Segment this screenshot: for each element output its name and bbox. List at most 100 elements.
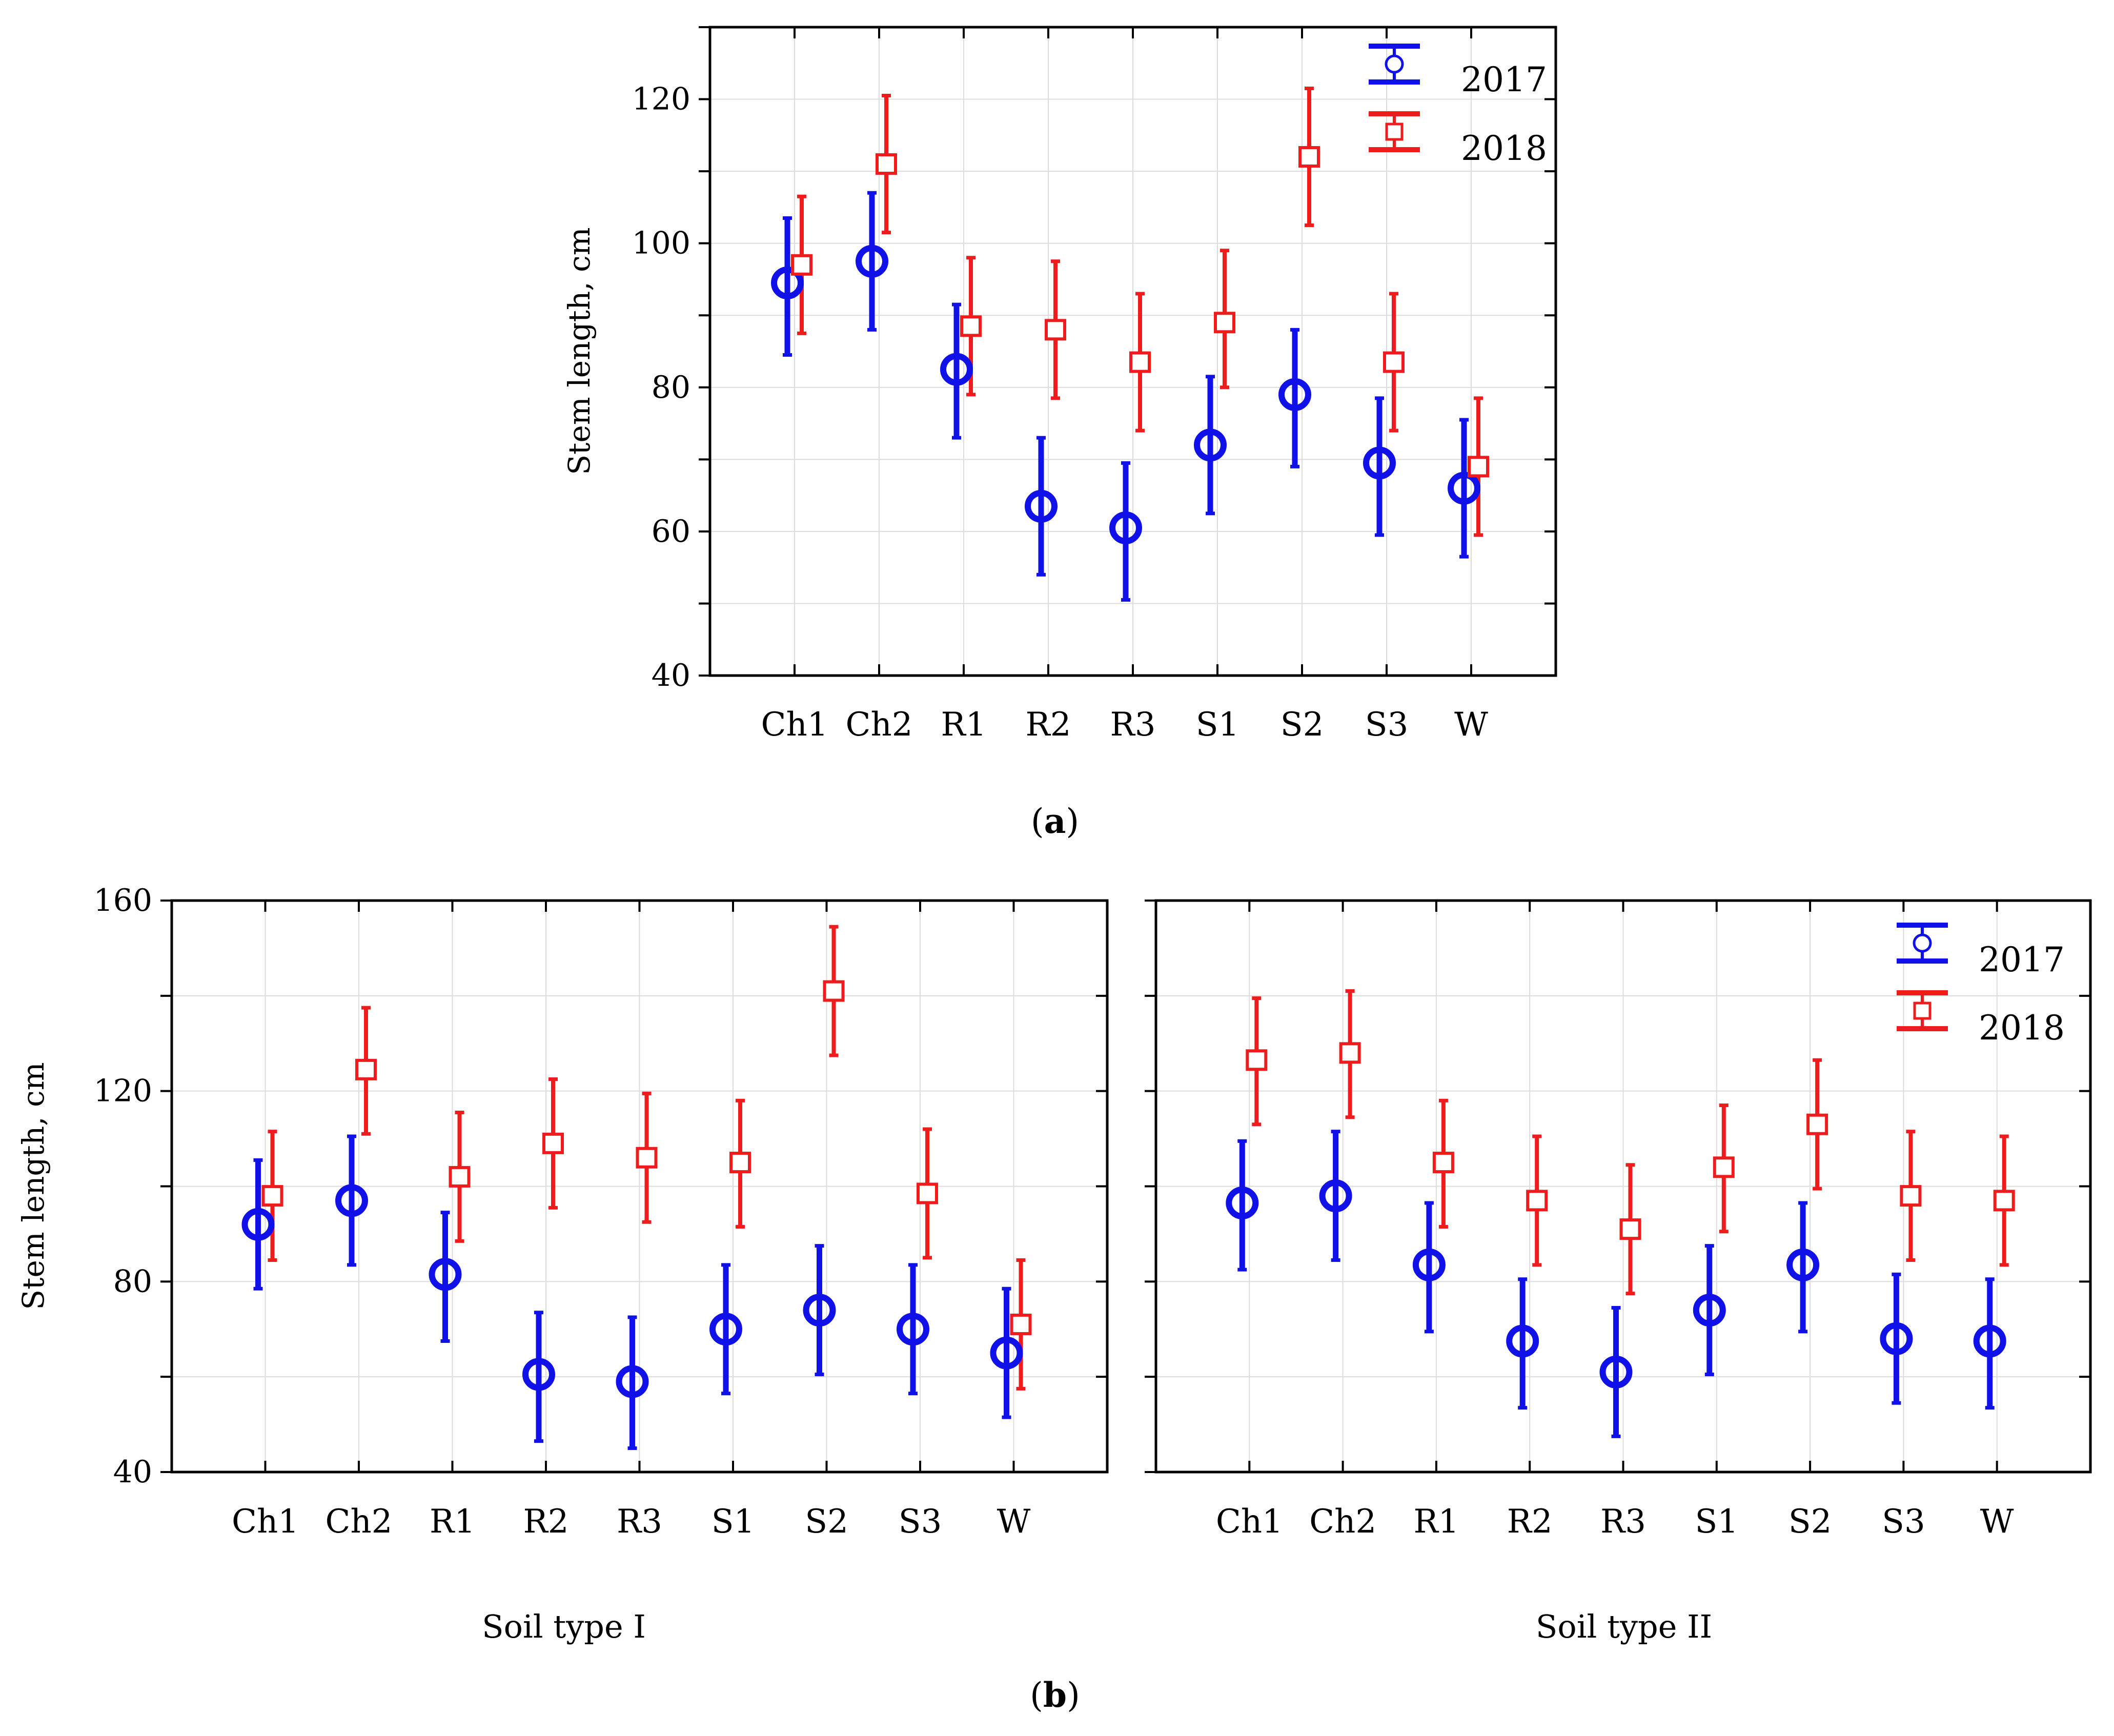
a-ytick-label: 40	[652, 658, 690, 693]
b-left-xtick-label-w: W	[997, 1503, 1031, 1541]
legend-2017-circle-marker	[1385, 54, 1404, 74]
b-right-xtick-label-w: W	[1980, 1503, 2014, 1541]
b-right-xtick-label-r3: R3	[1600, 1503, 1646, 1541]
panel-b-caption-letter: b	[1043, 1675, 1067, 1715]
b-left-xtick-label-s2: S2	[805, 1503, 848, 1541]
b-left-2018-point-r3	[636, 1147, 658, 1169]
b-right-2017-point-s2	[1786, 1248, 1820, 1281]
b-right-2018-point-r1	[1432, 1152, 1454, 1174]
b-left-2018-point-s1	[729, 1152, 751, 1174]
panel-b-left-chart: 40 80 120 160 Ch1 Ch2 R1 R2 R3 S1 S2 S3 W Stem lengt…	[16, 883, 1109, 1645]
legend-b-2017-circle-marker	[1913, 933, 1932, 953]
b-right-xtick-label-ch1: Ch1	[1216, 1503, 1283, 1541]
a-ytick-label: 60	[652, 514, 690, 549]
b-right-2017-point-ch1	[1226, 1187, 1259, 1220]
panel-b-legend: 2017 2018	[1897, 923, 2065, 1048]
panel-a-chart: 40 60 80 100 120 Ch1 Ch2 R1 R2 R3 S1 S2 S3 W Stem len…	[562, 26, 1557, 841]
b-right-2017-point-r3	[1599, 1355, 1633, 1388]
a-xtick-label-s3: S3	[1365, 706, 1409, 744]
a-2018-point-s2	[1298, 146, 1320, 168]
a-2017-point-w	[1448, 472, 1480, 505]
b-left-xtick-label-ch2: Ch2	[326, 1503, 393, 1541]
a-xtick-label-s1: S1	[1196, 706, 1239, 744]
panel-a-frame	[708, 26, 1557, 677]
panel-a-caption-letter: a	[1044, 801, 1066, 841]
a-xtick-label-r3: R3	[1110, 706, 1156, 744]
b-right-2018-point-r2	[1526, 1190, 1548, 1212]
a-2017-point-r1	[940, 353, 973, 386]
a-ytick-label: 80	[652, 370, 690, 405]
b-left-2017-point-r2	[522, 1358, 555, 1391]
b-right-2017-point-r1	[1412, 1248, 1446, 1281]
a-2017-point-s2	[1278, 378, 1311, 411]
a-ytick-label: 100	[632, 226, 690, 261]
panel-b-right-x-axis-label: Soil type II	[1536, 1608, 1712, 1645]
b-left-2017-point-w	[990, 1336, 1023, 1370]
b-left-2017-point-r3	[616, 1365, 649, 1398]
panel-b-right-chart: Ch1 Ch2 R1 R2 R3 S1 S2 S3 W 2017 2018 Soil type …	[1145, 899, 2092, 1645]
b-right-2018-point-r3	[1619, 1218, 1641, 1240]
b-right-2017-point-s3	[1880, 1322, 1913, 1355]
b-right-2017-point-w	[1973, 1324, 2006, 1358]
a-2018-point-ch1	[791, 254, 812, 276]
b-left-2017-point-s1	[709, 1313, 742, 1346]
a-2018-point-ch2	[876, 153, 897, 175]
a-xtick-label-r1: R1	[941, 706, 987, 744]
legend-2017-label: 2017	[1461, 60, 1547, 99]
a-xtick-label-ch2: Ch2	[846, 706, 913, 744]
a-xtick-label-r2: R2	[1026, 706, 1071, 744]
a-xtick-label-s2: S2	[1280, 706, 1324, 744]
a-2018-point-r1	[960, 315, 982, 337]
b-left-2018-point-s3	[917, 1182, 938, 1204]
panel-b-right-frame	[1154, 899, 2092, 1474]
b-left-xtick-label-r2: R2	[523, 1503, 569, 1541]
a-2017-point-r2	[1025, 489, 1058, 523]
a-2018-point-w	[1468, 456, 1489, 478]
b-left-2018-point-ch1	[261, 1185, 283, 1207]
b-right-2017-point-ch2	[1319, 1179, 1352, 1213]
b-left-2017-point-ch1	[241, 1208, 275, 1241]
b-left-ytick-label: 80	[113, 1263, 152, 1299]
b-right-2018-point-w	[1993, 1190, 2015, 1212]
b-left-ytick-label: 120	[93, 1073, 152, 1109]
b-left-2017-point-s3	[897, 1313, 929, 1346]
b-left-2018-point-ch2	[355, 1058, 377, 1080]
b-left-2018-point-s2	[823, 980, 845, 1002]
b-right-2017-point-s1	[1693, 1294, 1726, 1327]
b-right-xtick-label-r1: R1	[1413, 1503, 1459, 1541]
b-left-xtick-label-s1: S1	[712, 1503, 755, 1541]
b-right-xtick-label-ch2: Ch2	[1309, 1503, 1376, 1541]
b-right-2018-point-ch2	[1339, 1042, 1361, 1064]
b-left-2018-point-w	[1010, 1313, 1032, 1335]
b-left-ytick-label: 160	[93, 883, 152, 918]
b-left-xtick-label-s3: S3	[899, 1503, 942, 1541]
b-left-xtick-label-ch1: Ch1	[232, 1503, 299, 1541]
b-right-2018-point-s1	[1713, 1156, 1735, 1178]
a-xtick-label-ch1: Ch1	[761, 706, 828, 744]
b-right-2017-point-r2	[1506, 1324, 1539, 1358]
b-left-2017-point-s2	[803, 1294, 836, 1327]
b-left-2018-point-r1	[449, 1166, 471, 1188]
panel-b-caption: (b)	[1030, 1675, 1080, 1715]
b-left-xtick-label-r3: R3	[617, 1503, 662, 1541]
a-2017-point-r3	[1109, 511, 1142, 544]
panel-a-y-axis-label: Stem length, cm	[562, 227, 597, 475]
b-left-2017-point-r1	[429, 1258, 462, 1291]
b-right-xtick-label-s3: S3	[1882, 1503, 1925, 1541]
a-2018-point-r3	[1129, 351, 1151, 373]
b-right-xtick-label-s1: S1	[1695, 1503, 1739, 1541]
a-2017-point-s3	[1363, 446, 1396, 480]
panel-b-left-x-axis-label: Soil type I	[482, 1608, 646, 1645]
a-2017-point-ch1	[771, 266, 804, 299]
a-xtick-label-w: W	[1454, 706, 1488, 744]
b-right-2018-point-s2	[1806, 1113, 1828, 1135]
legend-b-2017-label: 2017	[1979, 940, 2065, 979]
a-ytick-label: 120	[632, 81, 690, 117]
b-left-2017-point-ch2	[335, 1184, 368, 1217]
a-2018-point-s3	[1383, 351, 1405, 373]
legend-2018-square-marker	[1385, 122, 1404, 141]
b-left-ytick-label: 40	[113, 1454, 152, 1490]
a-2017-point-s1	[1194, 428, 1227, 462]
panel-a-legend: 2017 2018	[1369, 44, 1547, 168]
